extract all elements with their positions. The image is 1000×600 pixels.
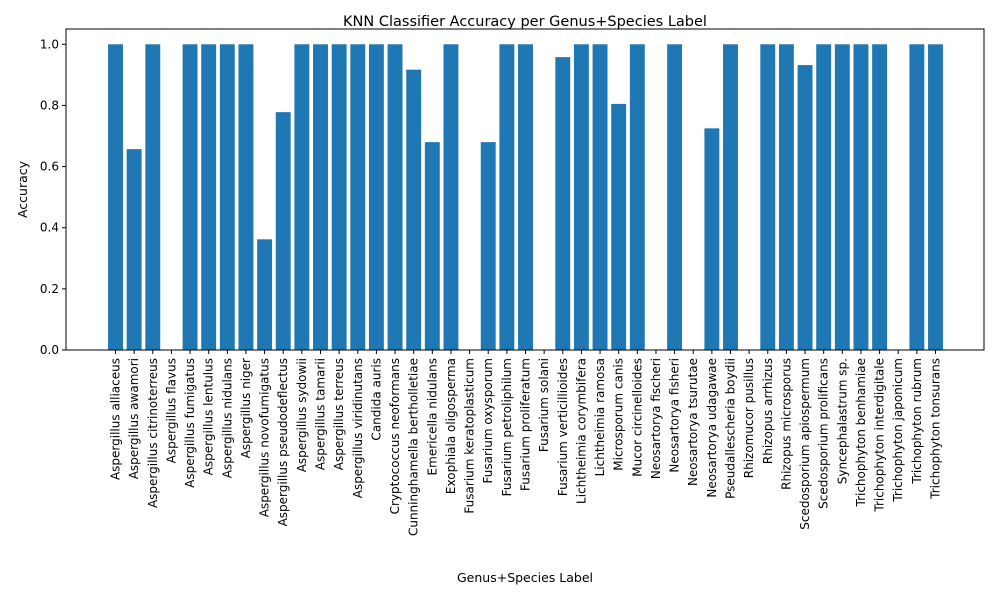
bar <box>555 57 571 350</box>
x-tick-label: Trichophyton tonsurans <box>929 358 943 500</box>
x-tick-label: Mucor circinelloides <box>630 358 644 477</box>
x-tick-label: Cunninghamella bertholletiae <box>407 358 421 536</box>
bar <box>126 149 142 350</box>
chart-title: KNN Classifier Accuracy per Genus+Specie… <box>343 14 707 30</box>
bar <box>238 44 254 350</box>
bar <box>424 142 440 350</box>
x-tick-label: Rhizopus microsporus <box>779 358 793 490</box>
bar <box>108 44 123 350</box>
bar <box>704 128 720 350</box>
x-tick-label: Trichophyton japonicum <box>891 358 905 503</box>
x-tick-label: Aspergillus lentulus <box>202 358 216 475</box>
bar <box>723 44 738 350</box>
x-tick-label: Fusarium solani <box>537 358 551 452</box>
x-tick-label: Neosartorya tsurutae <box>686 358 700 486</box>
bar <box>294 44 310 350</box>
x-tick-label: Scedosporium prolificans <box>817 358 831 509</box>
x-tick-label: Cryptococcus neoformans <box>388 358 402 514</box>
bar <box>797 65 813 350</box>
x-tick-label: Aspergillus citrinoterreus <box>146 358 160 508</box>
x-tick-label: Aspergillus terreus <box>332 358 346 470</box>
x-tick-label: Aspergillus pseudodeflectus <box>276 358 290 526</box>
x-tick-label: Rhizomucor pusillus <box>742 358 756 478</box>
bar <box>201 44 217 350</box>
bar <box>667 44 683 350</box>
x-tick-label: Aspergillus nidulans <box>220 358 234 478</box>
bar <box>629 44 645 350</box>
x-tick-label: Candida auris <box>369 358 383 441</box>
x-axis-title: Genus+Species Label <box>457 570 593 585</box>
x-tick-label: Neosartorya fisheri <box>668 358 682 473</box>
x-tick-label: Aspergillus flavus <box>164 358 178 463</box>
bar <box>219 44 235 350</box>
y-axis-title: Accuracy <box>15 160 30 218</box>
x-tick-label: Exophiala oligosperma <box>444 358 458 494</box>
x-tick-label: Aspergillus tamarii <box>314 358 328 470</box>
y-tick-label: 0.6 <box>40 160 59 174</box>
bar <box>611 103 627 351</box>
x-tick-label: Microsporum canis <box>612 358 626 471</box>
x-tick-label: Aspergillus viridinutans <box>351 358 365 498</box>
x-tick-label: Syncephalastrum sp. <box>835 358 849 484</box>
bar <box>145 44 161 350</box>
y-axis: 0.0 0.2 0.4 0.6 0.8 1.0 <box>40 37 66 357</box>
bar <box>592 44 608 350</box>
x-tick-label: Rhizopus arrhizus <box>761 358 775 464</box>
bar <box>872 44 888 350</box>
x-tick-label: Fusarium verticillioides <box>556 358 570 496</box>
plot-frame <box>65 28 985 351</box>
x-tick-label: Emericella nidulans <box>425 358 439 475</box>
x-tick-label: Aspergillus fumigatus <box>183 358 197 488</box>
x-tick-label: Aspergillus niger <box>239 358 253 458</box>
bar <box>368 44 384 350</box>
bar <box>816 44 832 350</box>
x-tick-label: Lichtheimia ramosa <box>593 358 607 476</box>
x-tick-label: Neosartorya udagawae <box>705 358 719 498</box>
bars-group <box>108 44 943 351</box>
x-tick-label: Fusarium oxysporum <box>481 358 495 483</box>
bar <box>275 112 291 351</box>
bar <box>760 44 776 350</box>
y-tick-label: 0.2 <box>40 282 59 296</box>
bar <box>313 44 328 350</box>
x-tick-label: Aspergillus novofumigatus <box>258 358 272 517</box>
y-tick-label: 0.8 <box>40 98 59 112</box>
y-tick-label: 0.0 <box>40 343 59 357</box>
x-tick-label: Trichophyton interdigitale <box>873 358 887 513</box>
x-tick-label: Neosartorya fischeri <box>649 358 663 479</box>
bar <box>573 44 589 350</box>
bar <box>406 69 422 350</box>
bar <box>928 44 943 350</box>
bar <box>499 44 515 350</box>
bar <box>518 44 533 350</box>
x-tick-label: Scedosporium apiospermum <box>798 358 812 530</box>
bar <box>257 239 273 350</box>
bar <box>853 44 869 350</box>
x-tick-label: Fusarium petroliphilum <box>500 358 514 496</box>
x-tick-label: Aspergillus awamori <box>127 358 141 479</box>
x-tick-label: Pseudallescheria boydii <box>724 358 738 499</box>
x-tick-label: Fusarium proliferatum <box>519 358 533 491</box>
x-tick-label: Fusarium keratoplasticum <box>463 358 477 514</box>
x-tick-label: Aspergillus alliaceus <box>109 358 123 480</box>
x-tick-label: Aspergillus sydowii <box>295 358 309 472</box>
bar <box>480 142 496 350</box>
bar <box>778 44 794 350</box>
bar <box>387 44 403 350</box>
x-axis: Aspergillus alliaceus Aspergillus awamori… <box>109 350 943 536</box>
bar <box>350 44 366 350</box>
x-tick-label: Trichophyton rubrum <box>910 358 924 485</box>
x-tick-label: Trichophyton benhamiae <box>854 358 868 508</box>
bar <box>443 44 459 350</box>
bar <box>909 44 925 350</box>
x-tick-label: Lichtheimia corymbifera <box>574 358 588 504</box>
bar <box>834 44 850 350</box>
y-tick-label: 1.0 <box>40 37 59 51</box>
bar <box>331 44 347 350</box>
y-tick-label: 0.4 <box>40 221 59 235</box>
bar <box>182 44 198 350</box>
